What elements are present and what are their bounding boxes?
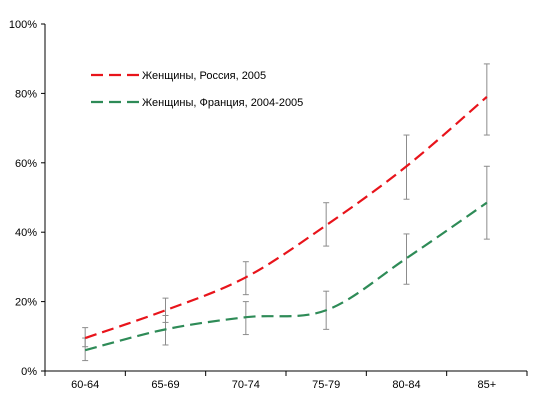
x-tick-label: 80-84: [392, 379, 420, 391]
y-tick-label: 0%: [21, 366, 37, 378]
y-tick-label: 40%: [15, 227, 37, 239]
legend-label-1: Женщины, Россия, 2005: [142, 70, 266, 82]
series-lines: [84, 96, 488, 352]
legend-label-2: Женщины, Франция, 2004-2005: [142, 97, 303, 109]
series-line-2: [84, 201, 488, 352]
legend: Женщины, Россия, 2005 Женщины, Франция, 2…: [91, 70, 303, 109]
error-bars: [82, 63, 490, 362]
y-tick-label: 20%: [15, 297, 37, 309]
y-tick-label: 80%: [15, 88, 37, 100]
x-tick-label: 65-69: [151, 379, 179, 391]
y-tick-label: 100%: [9, 19, 37, 31]
x-tick-label: 75-79: [312, 379, 340, 391]
y-tick-label: 60%: [15, 158, 37, 170]
y-tick-labels: 0% 20% 40% 60% 80% 100%: [9, 19, 37, 378]
axes: [41, 23, 528, 376]
x-tick-label: 85+: [477, 379, 496, 391]
x-tick-label: 60-64: [71, 379, 99, 391]
x-tick-labels: 60-64 65-69 70-74 75-79 80-84 85+: [71, 379, 496, 391]
x-tick-label: 70-74: [232, 379, 260, 391]
series-line-1: [84, 96, 488, 340]
